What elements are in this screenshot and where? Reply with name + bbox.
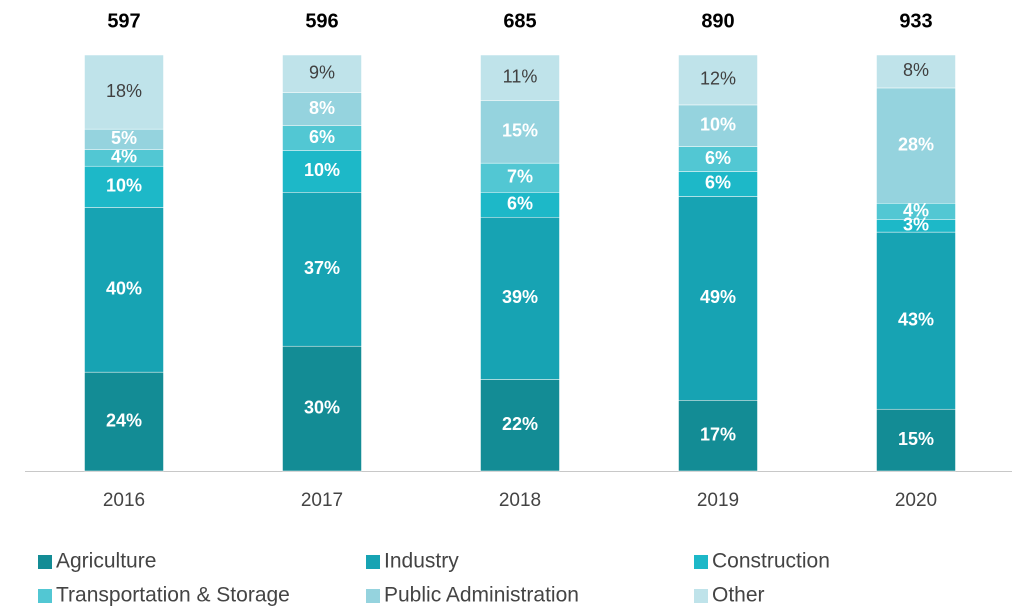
data-label: 8%: [903, 60, 929, 80]
x-tick-label: 2017: [301, 490, 343, 511]
bar-segment: [84, 207, 164, 373]
data-label: 6%: [705, 148, 731, 168]
data-label: 6%: [507, 194, 533, 214]
bar-segment: [876, 54, 956, 89]
bar-segment: [282, 192, 362, 347]
bar-segment: [480, 100, 560, 164]
legend-label: Other: [712, 584, 765, 607]
bar-segment: [678, 196, 758, 401]
total-label: 596: [305, 10, 338, 32]
x-tick-label: 2020: [895, 490, 937, 511]
data-label: 43%: [898, 309, 934, 329]
data-label: 10%: [304, 160, 340, 180]
data-label: 3%: [903, 215, 929, 235]
data-label: 5%: [111, 128, 137, 148]
total-label: 890: [701, 10, 734, 32]
legend-swatch: [38, 555, 52, 569]
data-label: 10%: [106, 176, 142, 196]
legend-swatch: [694, 589, 708, 603]
data-label: 18%: [106, 81, 142, 101]
legend-swatch: [694, 555, 708, 569]
bar-segment: [678, 171, 758, 197]
data-label: 24%: [106, 410, 142, 430]
bar-segment: [678, 54, 758, 106]
data-label: 6%: [309, 127, 335, 147]
data-label: 12%: [700, 69, 736, 89]
x-tick-label: 2018: [499, 490, 541, 511]
legend-swatch: [38, 589, 52, 603]
bar-segment: [678, 146, 758, 172]
x-tick-label: 2019: [697, 490, 739, 511]
total-label: 597: [107, 10, 140, 32]
data-label: 4%: [903, 200, 929, 220]
bar-segment: [876, 408, 956, 472]
data-label: 39%: [502, 287, 538, 307]
data-label: 15%: [502, 121, 538, 141]
bar-segment: [282, 345, 362, 472]
bar-segment: [480, 216, 560, 380]
bar-segment: [282, 125, 362, 151]
data-label: 7%: [507, 166, 533, 186]
bar-segment: [282, 54, 362, 93]
legend-swatch: [366, 555, 380, 569]
data-label: 28%: [898, 134, 934, 154]
bar-segment: [480, 192, 560, 218]
data-label: 9%: [309, 62, 335, 82]
bar-segment: [84, 54, 164, 130]
data-label: 11%: [503, 67, 538, 87]
bar-segment: [480, 54, 560, 102]
total-label: 933: [899, 10, 932, 32]
data-label: 40%: [106, 279, 142, 299]
legend-label: Industry: [384, 550, 459, 573]
legend-label: Construction: [712, 550, 830, 573]
x-tick-label: 2016: [103, 490, 145, 511]
bar-segment: [282, 150, 362, 193]
legend-swatch: [366, 589, 380, 603]
legend-label: Public Administration: [384, 584, 579, 607]
legend-label: Agriculture: [56, 550, 156, 573]
bar-segment: [876, 231, 956, 410]
bar-segment: [282, 92, 362, 126]
data-label: 17%: [700, 424, 736, 444]
total-label: 685: [503, 10, 536, 32]
bar-segment: [480, 162, 560, 193]
bar-segment: [876, 87, 956, 204]
data-label: 4%: [111, 147, 137, 167]
data-label: 37%: [304, 258, 340, 278]
data-label: 15%: [898, 429, 934, 449]
data-label: 49%: [700, 287, 736, 307]
data-label: 8%: [309, 98, 335, 118]
legend-label: Transportation & Storage: [56, 584, 290, 607]
bar-segment: [84, 371, 164, 472]
bar-segment: [480, 379, 560, 472]
data-label: 22%: [502, 414, 538, 434]
data-label: 10%: [700, 114, 736, 134]
data-label: 30%: [304, 397, 340, 417]
bar-segment: [678, 400, 758, 472]
data-label: 6%: [705, 173, 731, 193]
bar-segment: [678, 104, 758, 147]
